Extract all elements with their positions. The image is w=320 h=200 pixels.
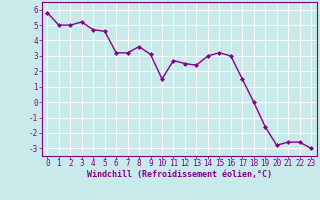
X-axis label: Windchill (Refroidissement éolien,°C): Windchill (Refroidissement éolien,°C): [87, 170, 272, 179]
